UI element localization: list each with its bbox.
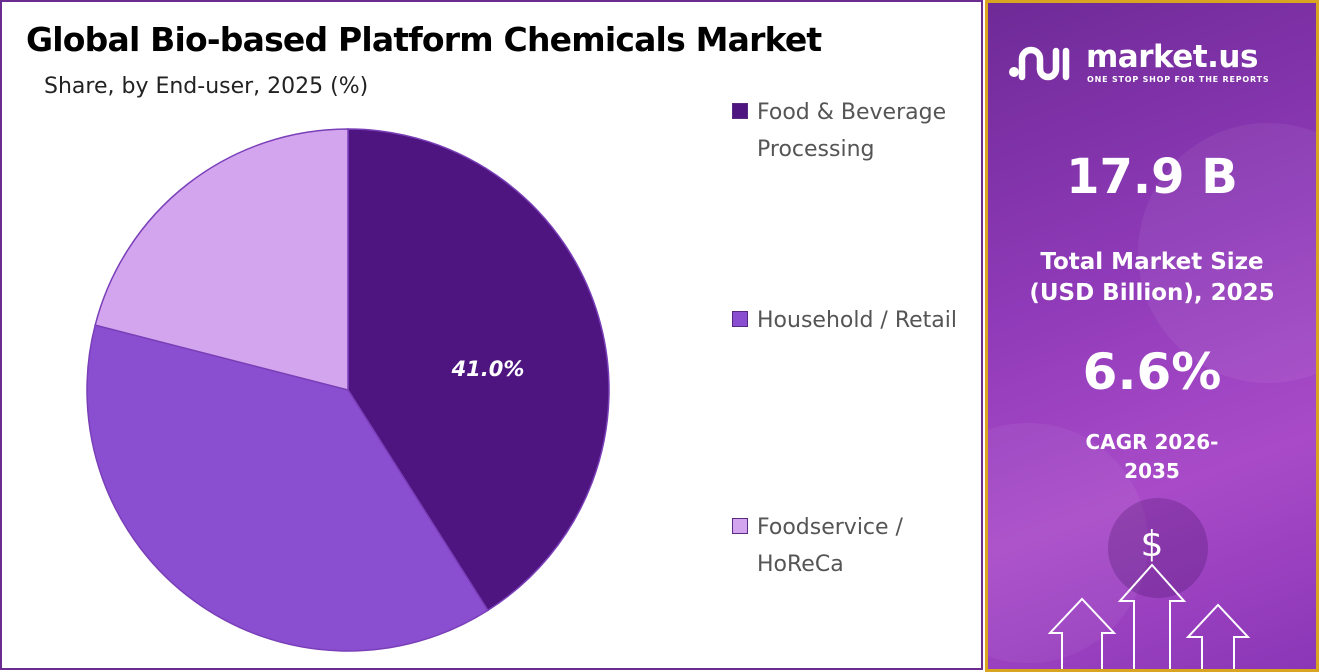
chart-title: Global Bio-based Platform Chemicals Mark… (26, 20, 822, 59)
brand-name: market.us (1086, 39, 1258, 75)
cagr-label: CAGR 2026-2035 (988, 428, 1316, 486)
pie-data-label: 41.0% (451, 357, 525, 381)
legend-swatch (732, 518, 748, 534)
legend-swatch (732, 103, 748, 119)
chart-subtitle: Share, by End-user, 2025 (%) (44, 74, 369, 99)
chart-panel: Global Bio-based Platform Chemicals Mark… (0, 0, 983, 670)
pie-chart: 41.0% (86, 128, 610, 652)
market-size-label: Total Market Size (USD Billion), 2025 (988, 247, 1316, 309)
brand-tagline: ONE STOP SHOP FOR THE REPORTS (1087, 75, 1270, 84)
market-us-logo-icon (1009, 46, 1070, 81)
pie-slice-1 (347, 128, 610, 612)
brand-logo[interactable]: market.us ONE STOP SHOP FOR THE REPORTS (1008, 39, 1308, 93)
pie-slice-3 (94, 128, 349, 391)
info-panel: market.us ONE STOP SHOP FOR THE REPORTS … (985, 0, 1319, 672)
pie-slice-2 (86, 324, 489, 652)
market-size-label-text: Total Market Size (USD Billion), 2025 (1029, 249, 1275, 306)
dollar-sign-icon: $ (1141, 524, 1164, 565)
arrow-up-icon (1185, 603, 1251, 669)
arrow-up-icon (1117, 563, 1187, 669)
legend-label: Household / Retail (757, 308, 957, 333)
cagr-value: 6.6% (1082, 343, 1222, 401)
growth-arrows-decoration: $ (1047, 524, 1251, 669)
arrow-up-icon (1047, 597, 1117, 669)
coin-decoration (1108, 498, 1208, 598)
legend-label: Foodservice / HoReCa (757, 515, 903, 577)
legend-swatch (732, 311, 748, 327)
market-size-value: 17.9 B (1066, 149, 1238, 205)
legend-label: Food & Beverage Processing (757, 100, 947, 162)
cagr-label-text: CAGR 2026-2035 (1085, 430, 1219, 483)
pie-slices (86, 128, 610, 652)
